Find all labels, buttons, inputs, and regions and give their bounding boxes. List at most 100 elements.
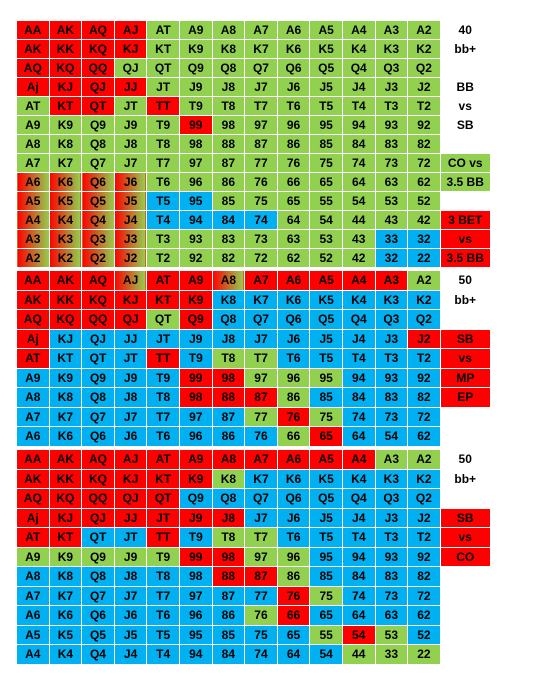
- hand-cell: T8: [146, 134, 180, 154]
- hand-cell: 76: [244, 426, 278, 447]
- hand-cell: JT: [113, 348, 148, 369]
- hand-cell: A4: [16, 644, 50, 665]
- hand-cell: Q8: [81, 134, 115, 154]
- hand-cell: K7: [48, 585, 83, 606]
- table-row: AK KK KQ KJ KT K9 K8 K7 K6 K5 K4 K3 K2 bb+: [16, 468, 491, 489]
- hand-cell: 86: [276, 387, 311, 408]
- hand-cell: T9: [146, 367, 180, 388]
- hand-cell: A2: [407, 270, 441, 291]
- hand-cell: 62: [407, 426, 441, 447]
- hand-cell: Q2: [407, 309, 441, 330]
- hand-cell: J6: [276, 77, 311, 97]
- hand-cell: Q7: [244, 58, 278, 78]
- hand-cell: 42: [341, 248, 376, 268]
- hand-cell: 96: [276, 367, 311, 388]
- hand-cell: 87: [211, 585, 246, 606]
- table-row: A8 K8 Q8 J8 T8 98 88 87 86 85 84 83 82: [16, 566, 491, 587]
- range-label: 3 BET: [439, 210, 491, 230]
- hand-cell: 87: [211, 406, 246, 427]
- hand-cell: 22: [407, 248, 441, 268]
- range-chart-co-vs-bb: AA AK AQ AJ AT A9 A8 A7 A6 A5 A4 A3 A2 40 AK KK KQ KJ KT K9…: [16, 20, 491, 268]
- hand-cell: 62: [407, 605, 441, 626]
- hand-cell: 54: [341, 191, 376, 211]
- hand-cell: 98: [178, 566, 213, 587]
- hand-cell: Q5: [81, 624, 115, 645]
- range-label: bb+: [439, 468, 491, 489]
- hand-cell: 97: [244, 367, 278, 388]
- hand-cell: KJ: [48, 77, 83, 97]
- hand-cell: 65: [309, 426, 343, 447]
- hand-cell: KJ: [113, 289, 148, 310]
- hand-cell: AQ: [16, 58, 50, 78]
- hand-cell: 63: [374, 605, 409, 626]
- table-row: A6 K6 Q6 J6 T6 96 86 76 66 65 64 54 62: [16, 426, 491, 447]
- hand-cell: 98: [211, 546, 246, 567]
- hand-cell: Q7: [81, 585, 115, 606]
- hand-cell: K9: [178, 289, 213, 310]
- hand-cell: 64: [341, 172, 376, 192]
- hand-cell: 72: [407, 153, 441, 173]
- range-label: [439, 191, 491, 211]
- hand-cell: 75: [309, 585, 343, 606]
- hand-cell: Q8: [211, 488, 246, 509]
- hand-cell: 82: [407, 134, 441, 154]
- hand-cell: T8: [211, 96, 246, 116]
- hand-cell: 77: [244, 406, 278, 427]
- hand-cell: Q4: [81, 210, 115, 230]
- hand-cell: 94: [178, 644, 213, 665]
- hand-cell: AT: [146, 449, 180, 470]
- hand-cell: 94: [341, 115, 376, 135]
- hand-cell: J7: [244, 507, 278, 528]
- range-label: SB: [439, 328, 491, 349]
- hand-cell: 55: [309, 624, 343, 645]
- hand-cell: J9: [178, 77, 213, 97]
- table-row: A6 K6 Q6 J6 T6 96 86 76 66 65 64 63 62 3.5 BB: [16, 172, 491, 192]
- hand-cell: 53: [374, 191, 409, 211]
- hand-cell: 73: [374, 153, 409, 173]
- range-label: vs: [439, 96, 491, 116]
- hand-cell: J9: [178, 328, 213, 349]
- hand-cell: 86: [211, 172, 246, 192]
- hand-cell: 33: [374, 644, 409, 665]
- hand-cell: K3: [374, 289, 409, 310]
- hand-cell: 92: [407, 115, 441, 135]
- hand-cell: 72: [407, 585, 441, 606]
- hand-cell: T7: [146, 406, 180, 427]
- hand-cell: A8: [211, 270, 246, 291]
- table-row: AT KT QT JT TT T9 T8 T7 T6 T5 T4 T3 T2 vs: [16, 96, 491, 116]
- hand-cell: A7: [244, 20, 278, 40]
- hand-grid: AA AK AQ AJ AT A9 A8 A7 A6 A5 A4 A3 A2 40 AK KK KQ KJ KT K9…: [16, 20, 491, 268]
- hand-cell: Q5: [309, 488, 343, 509]
- hand-cell: KQ: [81, 39, 115, 59]
- hand-cell: AT: [16, 527, 50, 548]
- hand-cell: K4: [341, 39, 376, 59]
- hand-cell: TT: [146, 527, 180, 548]
- hand-cell: A7: [16, 585, 50, 606]
- hand-cell: K6: [276, 39, 311, 59]
- hand-cell: Q8: [211, 58, 246, 78]
- hand-cell: 95: [309, 367, 343, 388]
- hand-cell: 86: [211, 605, 246, 626]
- hand-cell: 86: [211, 426, 246, 447]
- hand-cell: Q3: [374, 488, 409, 509]
- hand-cell: 92: [407, 546, 441, 567]
- hand-cell: AA: [16, 270, 50, 291]
- hand-cell: J8: [113, 566, 148, 587]
- hand-cell: 99: [178, 367, 213, 388]
- hand-cell: 86: [276, 134, 311, 154]
- hand-cell: A9: [178, 270, 213, 291]
- hand-cell: QT: [146, 58, 180, 78]
- hand-cell: A9: [16, 546, 50, 567]
- range-label: bb+: [439, 289, 491, 310]
- hand-cell: K9: [178, 468, 213, 489]
- hand-cell: 88: [211, 134, 246, 154]
- hand-cell: 65: [309, 172, 343, 192]
- hand-cell: A7: [16, 406, 50, 427]
- range-label: vs: [439, 348, 491, 369]
- hand-cell: T5: [146, 191, 180, 211]
- hand-cell: A6: [16, 426, 50, 447]
- hand-cell: QJ: [81, 507, 115, 528]
- hand-cell: K4: [48, 644, 83, 665]
- hand-cell: J5: [309, 328, 343, 349]
- hand-cell: KQ: [48, 488, 83, 509]
